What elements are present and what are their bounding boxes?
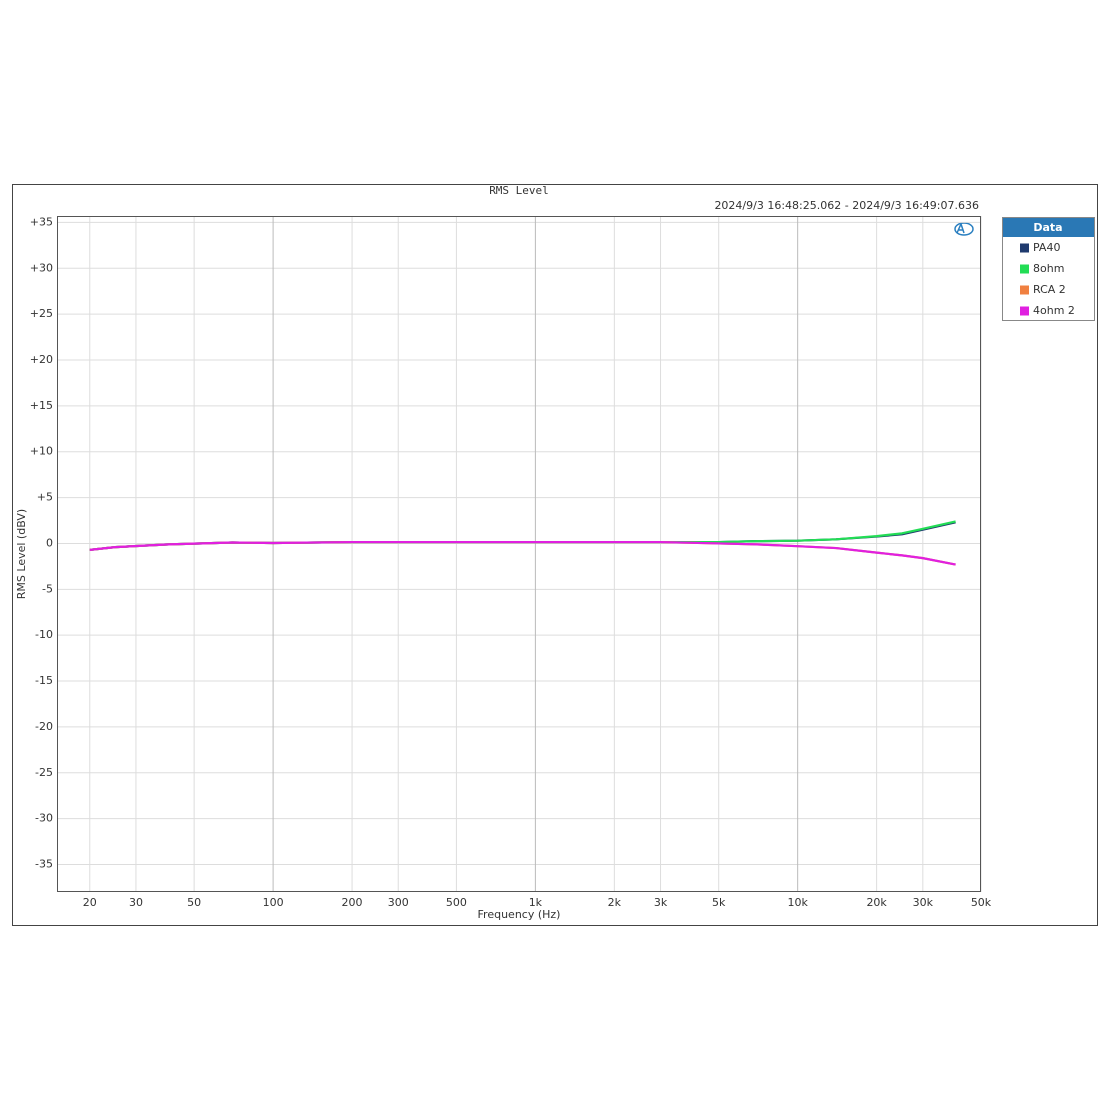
subtitle: 2024/9/3 16:48:25.062 - 2024/9/3 16:49:0…: [714, 199, 979, 212]
x-tick-label: 10k: [787, 896, 808, 909]
y-tick-label: +20: [30, 353, 53, 366]
frame: [12, 184, 1098, 926]
x-tick-label: 2k: [608, 896, 622, 909]
y-tick-label: -10: [35, 628, 53, 641]
x-tick-label: 5k: [712, 896, 726, 909]
x-axis-label: Frequency (Hz): [478, 908, 561, 921]
chart-title: RMS Level: [489, 184, 549, 197]
y-tick-label: +10: [30, 445, 53, 458]
y-tick-label: -5: [42, 582, 53, 595]
x-tick-label: 20k: [866, 896, 887, 909]
x-tick-label: 50k: [971, 896, 992, 909]
legend-title: Data: [1033, 221, 1062, 234]
y-tick-label: -15: [35, 674, 53, 687]
x-tick-label: 30k: [913, 896, 934, 909]
y-tick-label: -35: [35, 857, 53, 870]
x-tick-label: 30: [129, 896, 143, 909]
x-tick-label: 20: [83, 896, 97, 909]
x-tick-label: 1k: [529, 896, 543, 909]
y-tick-label: +35: [30, 215, 53, 228]
legend-swatch: [1020, 243, 1029, 253]
x-tick-label: 200: [342, 896, 363, 909]
y-tick-label: -25: [35, 766, 53, 779]
y-tick-label: +15: [30, 399, 53, 412]
legend-swatch: [1020, 285, 1029, 295]
x-tick-label: 100: [263, 896, 284, 909]
legend-header: [1003, 218, 1094, 237]
legend-label: PA40: [1033, 241, 1060, 254]
legend-label: 4ohm 2: [1033, 304, 1075, 317]
legend-label: RCA 2: [1033, 283, 1066, 296]
x-tick-label: 50: [187, 896, 201, 909]
ap-logo: [954, 221, 974, 236]
plot-area: [57, 216, 981, 892]
y-tick-label: 0: [46, 536, 53, 549]
y-tick-label: -20: [35, 720, 53, 733]
legend-swatch: [1020, 264, 1029, 274]
y-tick-label: +25: [30, 307, 53, 320]
y-tick-label: +5: [37, 491, 53, 504]
y-tick-label: +30: [30, 261, 53, 274]
y-tick-label: -30: [35, 812, 53, 825]
legend-swatch: [1020, 306, 1029, 316]
legend-label: 8ohm: [1033, 262, 1064, 275]
x-tick-label: 300: [388, 896, 409, 909]
series-line: [89, 540, 956, 566]
x-tick-label: 3k: [654, 896, 668, 909]
x-tick-label: 500: [446, 896, 467, 909]
y-axis-label: RMS Level (dBV): [15, 509, 28, 599]
